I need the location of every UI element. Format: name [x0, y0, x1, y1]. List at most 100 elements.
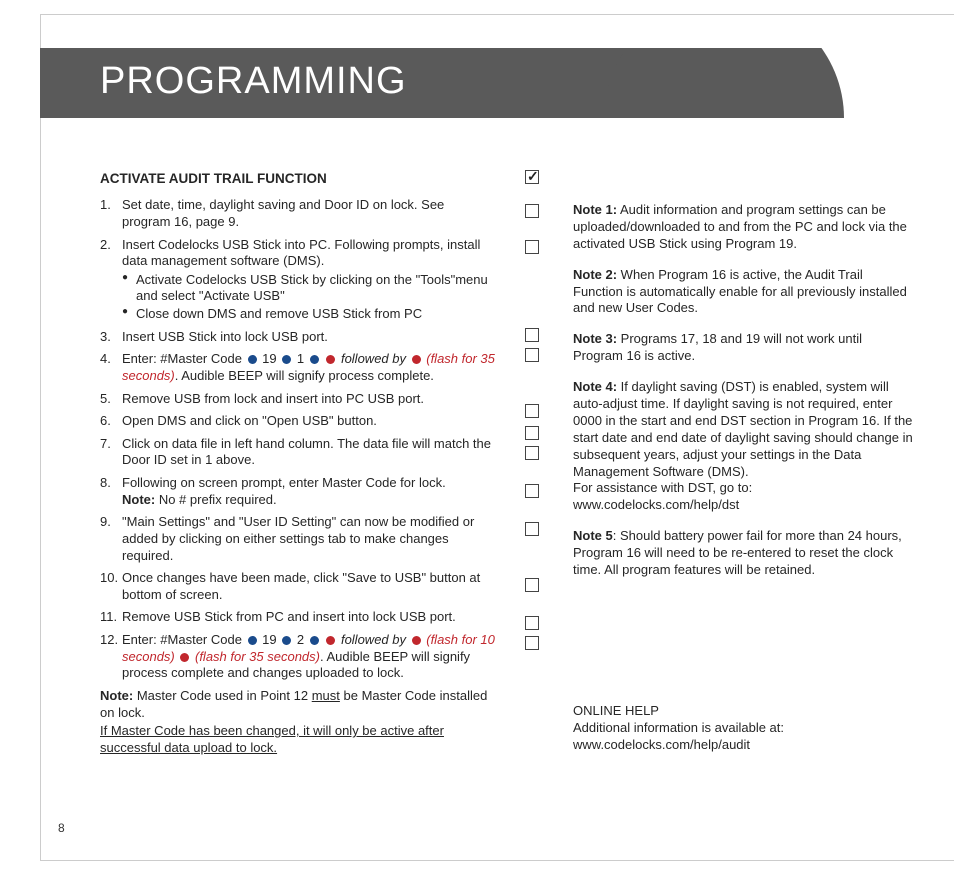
note-label: Note 4:	[573, 379, 617, 394]
step-text: "Main Settings" and "User ID Setting" ca…	[122, 514, 474, 562]
dot-red-icon	[326, 355, 335, 364]
step-text: 19	[259, 632, 281, 647]
crop-mark-bottom	[40, 860, 954, 861]
section-title: ACTIVATE AUDIT TRAIL FUNCTION	[100, 170, 495, 187]
step-text: Click on data file in left hand column. …	[122, 436, 491, 468]
online-help: ONLINE HELP Additional information is av…	[573, 703, 914, 754]
dot-blue-icon	[282, 636, 291, 645]
step-5: Remove USB from lock and insert into PC …	[100, 391, 495, 408]
step-text: Remove USB Stick from PC and insert into…	[122, 609, 456, 624]
note-text-2: If Master Code has been changed, it will…	[100, 723, 495, 756]
note-link: www.codelocks.com/help/dst	[573, 497, 739, 512]
left-column: ACTIVATE AUDIT TRAIL FUNCTION Set date, …	[100, 170, 495, 815]
checkbox-column	[525, 170, 543, 815]
checkbox-step-6[interactable]	[525, 426, 539, 440]
dot-blue-icon	[248, 636, 257, 645]
step-2: Insert Codelocks USB Stick into PC. Foll…	[100, 237, 495, 323]
note-text: When Program 16 is active, the Audit Tra…	[573, 267, 907, 316]
dot-red-icon	[326, 636, 335, 645]
step-text: Enter: #Master Code	[122, 632, 246, 647]
checkbox-step-8[interactable]	[525, 484, 539, 498]
checkbox-title[interactable]	[525, 170, 539, 184]
note-label: Note 2:	[573, 267, 617, 282]
sub-text: Activate Codelocks USB Stick by clicking…	[136, 272, 488, 304]
dot-blue-icon	[282, 355, 291, 364]
page-banner: PROGRAMMING	[40, 48, 954, 118]
step-text: Insert USB Stick into lock USB port.	[122, 329, 328, 344]
step-3: Insert USB Stick into lock USB port.	[100, 329, 495, 346]
step-12: Enter: #Master Code 19 2 followed by (fl…	[100, 632, 495, 682]
checkbox-step-7[interactable]	[525, 446, 539, 460]
note-text: : Should battery power fail for more tha…	[573, 528, 902, 577]
step-text: Following on screen prompt, enter Master…	[122, 475, 446, 490]
left-note: Note: Master Code used in Point 12 must …	[100, 688, 495, 757]
note-2: Note 2: When Program 16 is active, the A…	[573, 267, 914, 318]
note-label: Note:	[100, 688, 133, 703]
checkbox-step-2[interactable]	[525, 240, 539, 254]
banner-curve	[724, 48, 954, 118]
step-1: Set date, time, daylight saving and Door…	[100, 197, 495, 230]
checkbox-step-1[interactable]	[525, 204, 539, 218]
step-9: "Main Settings" and "User ID Setting" ca…	[100, 514, 495, 564]
step-10: Once changes have been made, click "Save…	[100, 570, 495, 603]
steps-list: Set date, time, daylight saving and Door…	[100, 197, 495, 682]
sub-text: Close down DMS and remove USB Stick from…	[136, 306, 422, 321]
step-text: 1	[293, 351, 307, 366]
step-text: No # prefix required.	[155, 492, 276, 507]
sub-bullet: Close down DMS and remove USB Stick from…	[122, 306, 495, 323]
note-must: must	[312, 688, 340, 703]
step-text: Open DMS and click on "Open USB" button.	[122, 413, 377, 428]
note-text: Master Code used in Point 12	[133, 688, 312, 703]
note-bold: is not required	[773, 396, 855, 411]
step-text: . Audible BEEP will signify process comp…	[175, 368, 434, 383]
note-text: For assistance with DST, go to:	[573, 480, 752, 495]
step-text: 19	[259, 351, 281, 366]
note-text: Audit information and program settings c…	[573, 202, 907, 251]
checkbox-step-9[interactable]	[525, 522, 539, 536]
banner-title: PROGRAMMING	[100, 60, 407, 103]
step-text: followed by	[337, 632, 409, 647]
note-text: Programs 17, 18 and 19 will not work unt…	[573, 331, 862, 363]
note-1: Note 1: Audit information and program se…	[573, 202, 914, 253]
page-content: ACTIVATE AUDIT TRAIL FUNCTION Set date, …	[100, 170, 914, 815]
dot-red-icon	[180, 653, 189, 662]
step-2-sub: Activate Codelocks USB Stick by clicking…	[122, 272, 495, 323]
step-8: Following on screen prompt, enter Master…	[100, 475, 495, 508]
online-help-label: ONLINE HELP	[573, 703, 914, 720]
dot-blue-icon	[310, 636, 319, 645]
crop-mark-top	[40, 14, 954, 15]
step-6: Open DMS and click on "Open USB" button.	[100, 413, 495, 430]
note-label: Note 1:	[573, 202, 617, 217]
page-number: 8	[58, 821, 65, 835]
step-text: Enter: #Master Code	[122, 351, 246, 366]
note-4: Note 4: If daylight saving (DST) is enab…	[573, 379, 914, 514]
note-5: Note 5: Should battery power fail for mo…	[573, 528, 914, 579]
dot-red-icon	[412, 355, 421, 364]
note-label: Note 5	[573, 528, 613, 543]
step-text: Once changes have been made, click "Save…	[122, 570, 480, 602]
online-help-text: Additional information is available at:	[573, 720, 914, 737]
step-text: Set date, time, daylight saving and Door…	[122, 197, 444, 229]
step-11: Remove USB Stick from PC and insert into…	[100, 609, 495, 626]
checkbox-step-5[interactable]	[525, 404, 539, 418]
flash-text: (flash for 35 seconds)	[191, 649, 320, 664]
checkbox-step-3[interactable]	[525, 328, 539, 342]
step-7: Click on data file in left hand column. …	[100, 436, 495, 469]
sub-bullet: Activate Codelocks USB Stick by clicking…	[122, 272, 495, 305]
step-text: Remove USB from lock and insert into PC …	[122, 391, 424, 406]
checkbox-step-10[interactable]	[525, 578, 539, 592]
dot-red-icon	[412, 636, 421, 645]
dot-blue-icon	[310, 355, 319, 364]
crop-mark-left	[40, 14, 41, 861]
checkbox-step-4[interactable]	[525, 348, 539, 362]
note-3: Note 3: Programs 17, 18 and 19 will not …	[573, 331, 914, 365]
online-help-link: www.codelocks.com/help/audit	[573, 737, 914, 754]
checkbox-step-11[interactable]	[525, 616, 539, 630]
note-label: Note:	[122, 492, 155, 507]
step-text: 2	[293, 632, 307, 647]
right-column: Note 1: Audit information and program se…	[573, 170, 914, 815]
dot-blue-icon	[248, 355, 257, 364]
step-text: Insert Codelocks USB Stick into PC. Foll…	[122, 237, 480, 269]
checkbox-step-12[interactable]	[525, 636, 539, 650]
step-4: Enter: #Master Code 19 1 followed by (fl…	[100, 351, 495, 384]
